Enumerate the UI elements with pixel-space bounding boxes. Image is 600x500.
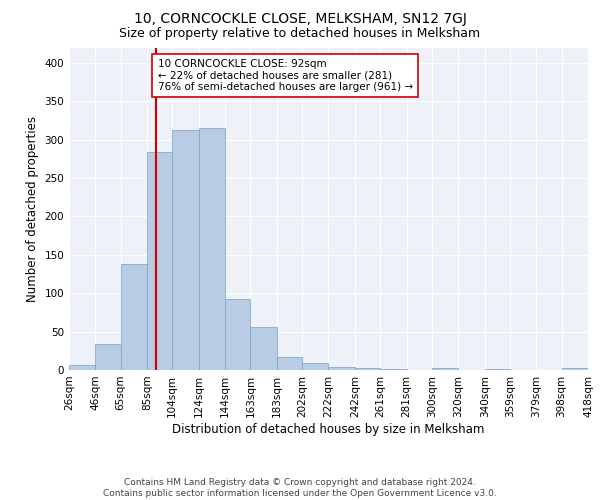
- Text: Contains HM Land Registry data © Crown copyright and database right 2024.
Contai: Contains HM Land Registry data © Crown c…: [103, 478, 497, 498]
- Bar: [302, 363, 329, 370]
- Bar: [225, 298, 250, 370]
- Bar: [121, 264, 147, 370]
- Bar: [147, 152, 172, 370]
- Bar: [250, 327, 277, 370]
- Bar: [380, 369, 407, 370]
- Bar: [277, 357, 302, 370]
- Bar: [432, 368, 458, 370]
- Bar: [95, 344, 121, 370]
- Y-axis label: Number of detached properties: Number of detached properties: [26, 116, 39, 302]
- Text: 10 CORNCOCKLE CLOSE: 92sqm
← 22% of detached houses are smaller (281)
76% of sem: 10 CORNCOCKLE CLOSE: 92sqm ← 22% of deta…: [158, 59, 413, 92]
- Bar: [485, 369, 510, 370]
- Bar: [329, 367, 355, 370]
- Bar: [172, 130, 199, 370]
- Text: 10, CORNCOCKLE CLOSE, MELKSHAM, SN12 7GJ: 10, CORNCOCKLE CLOSE, MELKSHAM, SN12 7GJ: [134, 12, 466, 26]
- Bar: [69, 366, 95, 370]
- Bar: [562, 368, 588, 370]
- X-axis label: Distribution of detached houses by size in Melksham: Distribution of detached houses by size …: [172, 422, 485, 436]
- Bar: [199, 128, 225, 370]
- Bar: [355, 368, 380, 370]
- Text: Size of property relative to detached houses in Melksham: Size of property relative to detached ho…: [119, 28, 481, 40]
